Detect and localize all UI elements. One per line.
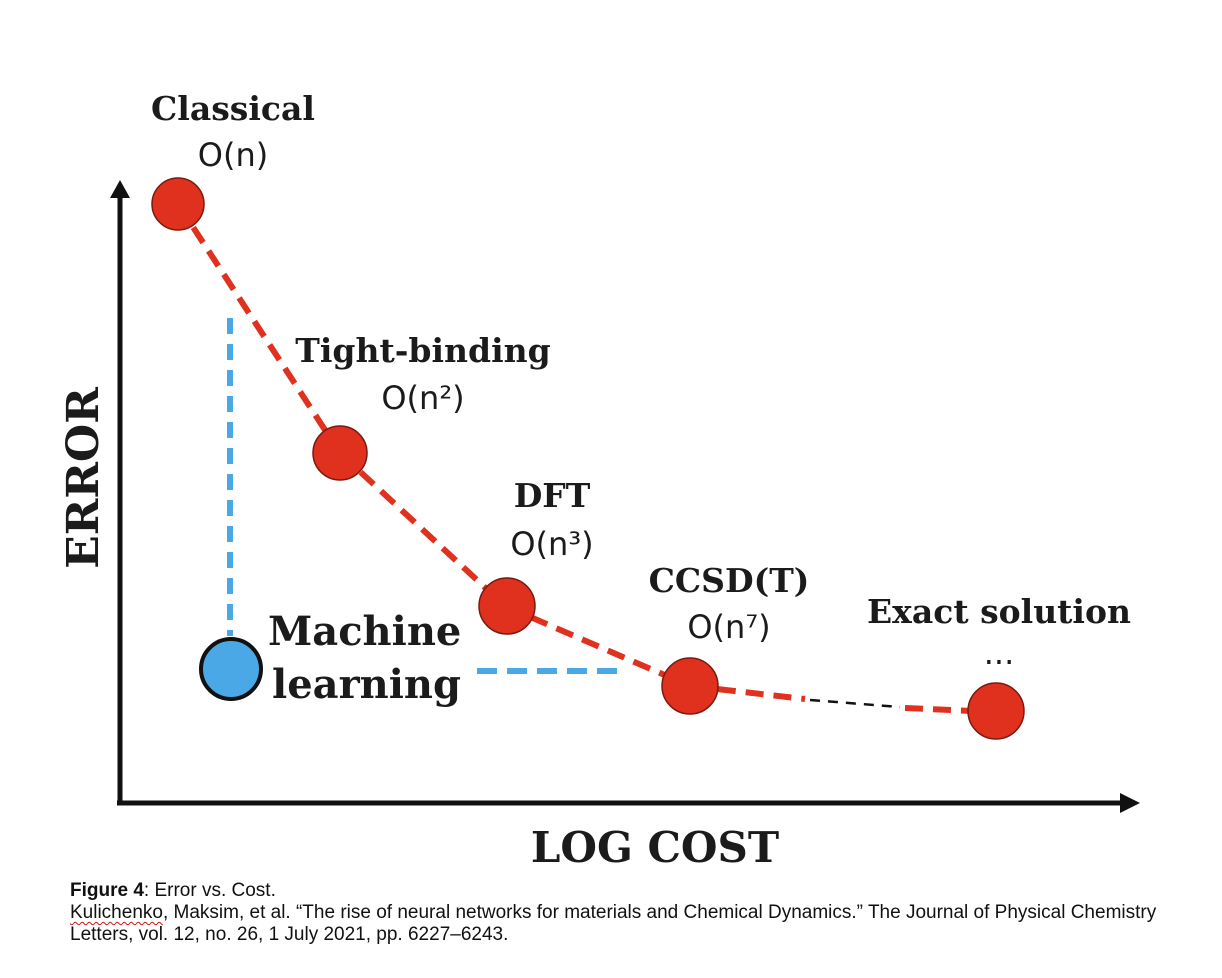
point-classical [151, 177, 205, 231]
label-exact-solution: Exact solution [867, 592, 1131, 631]
complexity-classical: O(n) [198, 136, 268, 174]
complexity-tight-binding: O(n²) [381, 379, 464, 417]
x-axis-arrowhead [1120, 793, 1140, 813]
point-tight-binding [312, 425, 368, 481]
y-axis-label: ERROR [58, 387, 109, 569]
caption-figure-title: : Error vs. Cost. [143, 880, 276, 901]
label-classical: Classical [151, 89, 315, 128]
trend-line-gap [809, 698, 901, 709]
citation-rest: , Maksim, et al. “The rise of neural net… [70, 902, 1157, 945]
caption-citation: Kulichenko, Maksim, et al. “The rise of … [70, 902, 1190, 946]
point-ccsdt [661, 657, 719, 715]
complexity-exact-solution: ... [984, 634, 1015, 672]
complexity-ccsdt: O(n⁷) [687, 608, 770, 646]
caption-figure-label: Figure 4 [70, 880, 144, 901]
caption-title-line: Figure 4: Error vs. Cost. [70, 880, 1190, 902]
x-axis-label: LOG COST [531, 823, 779, 872]
trend-line [175, 202, 997, 715]
label-dft: DFT [514, 476, 591, 515]
citation-author: Kulichenko [70, 902, 163, 923]
figure-caption: Figure 4: Error vs. Cost. Kulichenko, Ma… [70, 880, 1190, 946]
label-tight-binding: Tight-binding [295, 331, 550, 370]
point-dft [478, 577, 536, 635]
label-ccsdt: CCSD(T) [649, 561, 810, 600]
label-machine-learning-line1: Machine [268, 608, 461, 655]
point-exact-solution [967, 682, 1025, 740]
label-machine-learning-line2: learning [272, 661, 461, 708]
y-axis-arrowhead [110, 180, 130, 198]
point-machine-learning [199, 637, 263, 701]
complexity-dft: O(n³) [510, 525, 593, 563]
